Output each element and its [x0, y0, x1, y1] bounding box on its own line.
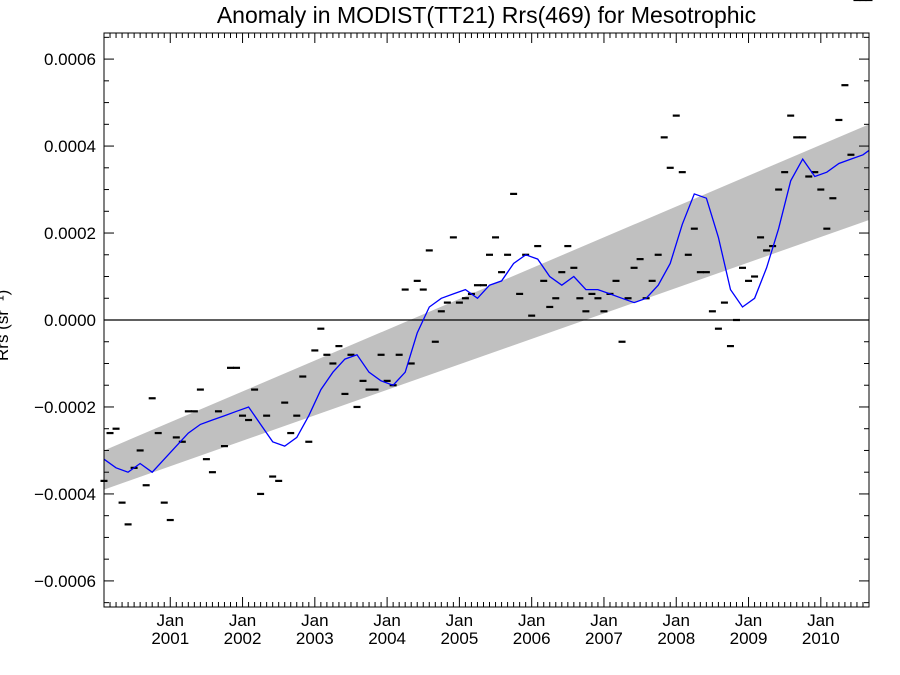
- x-tick-label-year: 2002: [224, 629, 262, 648]
- x-tick-label-month: Jan: [446, 611, 473, 630]
- x-tick-label-year: 2004: [368, 629, 406, 648]
- y-tick-label: 0.0002: [44, 224, 96, 243]
- x-tick-label-year: 2001: [151, 629, 189, 648]
- x-tick-label-month: Jan: [807, 611, 834, 630]
- x-tick-label-month: Jan: [301, 611, 328, 630]
- y-tick-label: 0.0004: [44, 137, 96, 156]
- x-tick-label-month: Jan: [590, 611, 617, 630]
- x-tick-label-year: 2003: [296, 629, 334, 648]
- x-tick-label-year: 2007: [585, 629, 623, 648]
- x-tick-label-month: Jan: [229, 611, 256, 630]
- x-tick-label-year: 2005: [440, 629, 478, 648]
- confidence-band: [104, 124, 869, 490]
- axes-layer: 0.0006 0.0004 0.0002 0.0000 −0.0002 −0.0004 −0…: [34, 32, 870, 648]
- y-tick-label: 0.0006: [44, 50, 96, 69]
- x-tick-label-year: 2008: [657, 629, 695, 648]
- y-tick-label: −0.0006: [34, 572, 96, 591]
- y-tick-label: 0.0000: [44, 311, 96, 330]
- x-tick-label-month: Jan: [157, 611, 184, 630]
- x-tick-label-year: 2006: [513, 629, 551, 648]
- y-tick-label: −0.0004: [34, 485, 96, 504]
- smoothed-line-layer: [104, 149, 869, 474]
- x-tick-label-month: Jan: [663, 611, 690, 630]
- x-tick-label-month: Jan: [735, 611, 762, 630]
- x-tick-label-year: 2009: [730, 629, 768, 648]
- x-tick-label-month: Jan: [373, 611, 400, 630]
- chart-title: Anomaly in MODIST(TT21) Rrs(469) for Mes…: [216, 2, 757, 28]
- x-tick-label-year: 2010: [802, 629, 840, 648]
- y-tick-label: −0.0002: [34, 398, 96, 417]
- x-tick-label-month: Jan: [518, 611, 545, 630]
- confidence-band-layer: [104, 124, 869, 490]
- smoothed-anomaly-line: [104, 149, 869, 474]
